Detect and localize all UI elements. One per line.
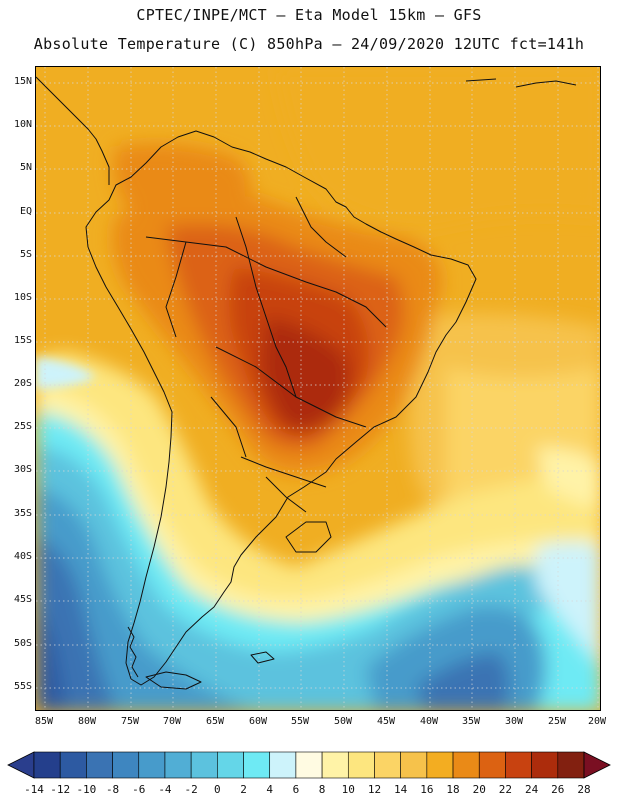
temperature-field (36, 67, 600, 710)
lon-tick-label: 85W (34, 716, 54, 727)
lat-tick-label: 50S (13, 638, 32, 649)
colorbar-cell (426, 751, 454, 779)
colorbar-tick-label: -10 (76, 783, 97, 796)
coastlines (36, 76, 577, 690)
colorbar-cell (505, 751, 532, 779)
colorbar-tick-label: 14 (394, 783, 408, 796)
lat-tick-label: 35S (13, 508, 32, 519)
lon-tick-label: 30W (504, 716, 524, 727)
lon-tick-label: 50W (333, 716, 353, 727)
colorbar-tick-label: 28 (577, 783, 591, 796)
colorbar-cell (33, 751, 61, 779)
lat-tick-label: EQ (19, 206, 32, 217)
colorbar-tick-label: -2 (184, 783, 198, 796)
colorbar-cell (374, 751, 401, 779)
colorbar-cell (321, 751, 349, 779)
lat-tick-label: 15N (13, 76, 32, 87)
colorbar-cell (400, 751, 428, 779)
falklands (250, 651, 275, 664)
colorbar-tick-label: 22 (498, 783, 513, 796)
colorbar-tick-label: 4 (266, 783, 274, 796)
colorbar-tick-label: -12 (50, 783, 71, 796)
lat-tick-label: 30S (13, 464, 32, 475)
central-america (36, 76, 110, 185)
lat-tick-label: 20S (13, 378, 32, 389)
chile-fjords (127, 626, 139, 678)
colorbar-cell (164, 751, 192, 779)
map-title: CPTEC/INPE/MCT – Eta Model 15km – GFS (136, 6, 482, 24)
lat-tick-label: 25S (13, 421, 32, 432)
colorbar-cell (557, 751, 585, 779)
colorbar-cell (243, 751, 271, 779)
lon-tick-label: 60W (248, 716, 268, 727)
colorbar-cell (478, 751, 506, 779)
colorbar-cell (347, 751, 375, 779)
lat-tick-label: 40S (13, 551, 32, 562)
colorbar-tick-label: 26 (551, 783, 565, 796)
colorbar-cell (531, 751, 559, 779)
colorbar-cell (217, 751, 244, 779)
colorbar-right-arrow (583, 751, 611, 779)
colorbar-tick-label: -8 (105, 783, 120, 796)
lon-tick-label: 25W (547, 716, 567, 727)
colorbar-cell (190, 751, 218, 779)
lon-tick-label: 40W (419, 716, 439, 727)
colorbar-tick-label: 6 (292, 783, 300, 796)
colorbar-tick-label: 16 (420, 783, 434, 796)
colorbar-tick-label: 20 (472, 783, 486, 796)
lat-tick-label: 5N (19, 162, 32, 173)
colorbar-tick-label: 0 (214, 783, 221, 796)
colorbar-cell (295, 751, 323, 779)
lat-tick-label: 10N (13, 119, 32, 130)
lat-tick-label: 10S (13, 292, 32, 303)
colorbar-tick-label: 18 (446, 783, 460, 796)
lat-tick-label: 55S (13, 681, 32, 692)
colorbar-cell (452, 751, 480, 779)
lon-tick-label: 80W (77, 716, 97, 727)
colorbar-tick-label: -14 (24, 783, 44, 796)
tierra-del-fuego (145, 671, 202, 690)
colorbar-cell (59, 751, 87, 779)
lon-tick-label: 45W (376, 716, 396, 727)
lon-tick-label: 65W (205, 716, 225, 727)
colorbar-tick-label: 2 (240, 783, 247, 796)
lon-tick-label: 55W (290, 716, 310, 727)
caribbean-islands (465, 78, 577, 88)
lat-tick-label: 5S (19, 249, 32, 260)
colorbar-cell (112, 751, 140, 779)
colorbar-left-arrow (7, 751, 35, 779)
colorbar-tick-label: -6 (132, 783, 146, 796)
temperature-map (35, 66, 601, 711)
color-scale-bar (0, 750, 618, 784)
lon-tick-label: 70W (162, 716, 182, 727)
colorbar-cell (86, 751, 113, 779)
map-subtitle: Absolute Temperature (C) 850hPa – 24/09/… (33, 35, 585, 53)
colorbar-tick-label: -4 (158, 783, 172, 796)
south-america-outline (85, 130, 477, 686)
colorbar-cell (269, 751, 297, 779)
colorbar-cell (138, 751, 166, 779)
colorbar-tick-label: 8 (318, 783, 326, 796)
lat-tick-label: 15S (13, 335, 32, 346)
lon-tick-label: 75W (120, 716, 140, 727)
lon-tick-label: 20W (587, 716, 607, 727)
colorbar-tick-label: 12 (367, 783, 382, 796)
uruguay (285, 521, 332, 553)
colorbar-tick-label: 24 (524, 783, 539, 796)
colorbar-tick-label: 10 (341, 783, 355, 796)
lat-tick-label: 45S (13, 594, 32, 605)
lon-tick-label: 35W (461, 716, 481, 727)
